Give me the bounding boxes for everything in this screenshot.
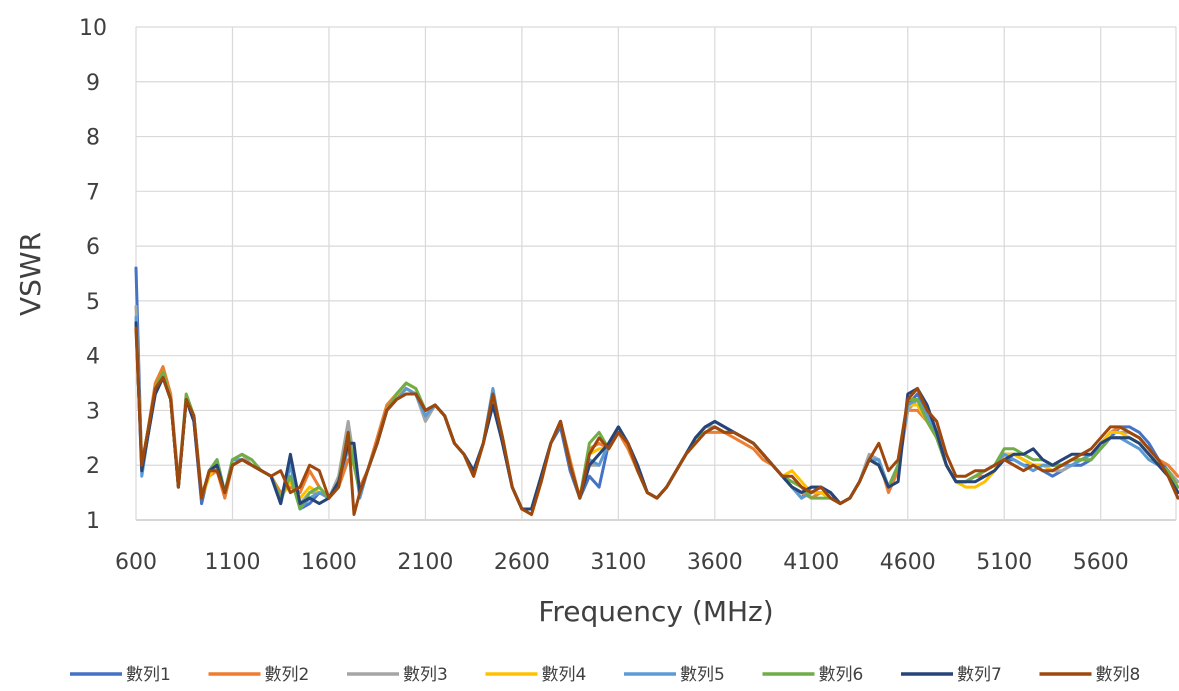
x-tick-label: 600	[115, 550, 157, 575]
y-tick-label: 7	[86, 180, 100, 205]
legend-label: 數列3	[403, 665, 448, 685]
legend-label: 數列7	[957, 665, 1002, 685]
legend-item-4: 數列4	[485, 665, 587, 685]
legend-label: 數列1	[126, 665, 171, 685]
y-tick-label: 4	[86, 345, 100, 370]
legend-item-6: 數列6	[762, 665, 864, 685]
legend-item-1: 數列1	[70, 665, 171, 685]
x-axis-title: Frequency (MHz)	[538, 595, 773, 628]
y-tick-label: 8	[86, 126, 100, 151]
x-tick-label: 4100	[783, 550, 839, 575]
y-tick-label: 1	[86, 509, 100, 534]
legend-item-5: 數列5	[624, 665, 725, 685]
legend-item-3: 數列3	[347, 665, 448, 685]
legend-item-8: 數列8	[1039, 665, 1141, 685]
legend: 數列1 數列2 數列3 數列4 數列5 數列6 數列7 數列8	[70, 665, 1140, 685]
y-tick-label: 10	[79, 16, 107, 41]
x-tick-label: 1600	[301, 550, 357, 575]
x-tick-label: 3100	[590, 550, 646, 575]
series-line-8	[134, 326, 1179, 516]
legend-label: 數列5	[680, 665, 725, 685]
legend-label: 數列2	[265, 665, 310, 685]
x-tick-label: 5100	[976, 550, 1032, 575]
series-lines	[134, 266, 1179, 516]
series-line-7	[134, 321, 1179, 511]
y-axis-ticks: 1 2 3 4 5 6 7 8 9 10	[79, 16, 107, 534]
x-tick-label: 1100	[204, 550, 260, 575]
x-axis-ticks: 600 1100 1600 2100 2600 3100 3600 4100 4600 5100 5…	[115, 550, 1129, 575]
y-tick-label: 6	[86, 235, 100, 260]
gridlines	[135, 26, 1177, 521]
y-tick-label: 3	[86, 399, 100, 424]
y-tick-label: 9	[86, 71, 100, 96]
x-tick-label: 5600	[1073, 550, 1129, 575]
legend-label: 數列6	[819, 665, 864, 685]
legend-label: 數列4	[542, 665, 587, 685]
legend-item-7: 數列7	[901, 665, 1002, 685]
x-tick-label: 2100	[397, 550, 453, 575]
legend-label: 數列8	[1096, 665, 1141, 685]
x-tick-label: 4600	[880, 550, 936, 575]
x-tick-label: 3600	[687, 550, 743, 575]
legend-item-2: 數列2	[208, 665, 310, 685]
y-tick-label: 2	[86, 454, 100, 479]
y-tick-label: 5	[86, 290, 100, 315]
y-axis-title: VSWR	[14, 232, 47, 316]
x-tick-label: 2600	[494, 550, 550, 575]
